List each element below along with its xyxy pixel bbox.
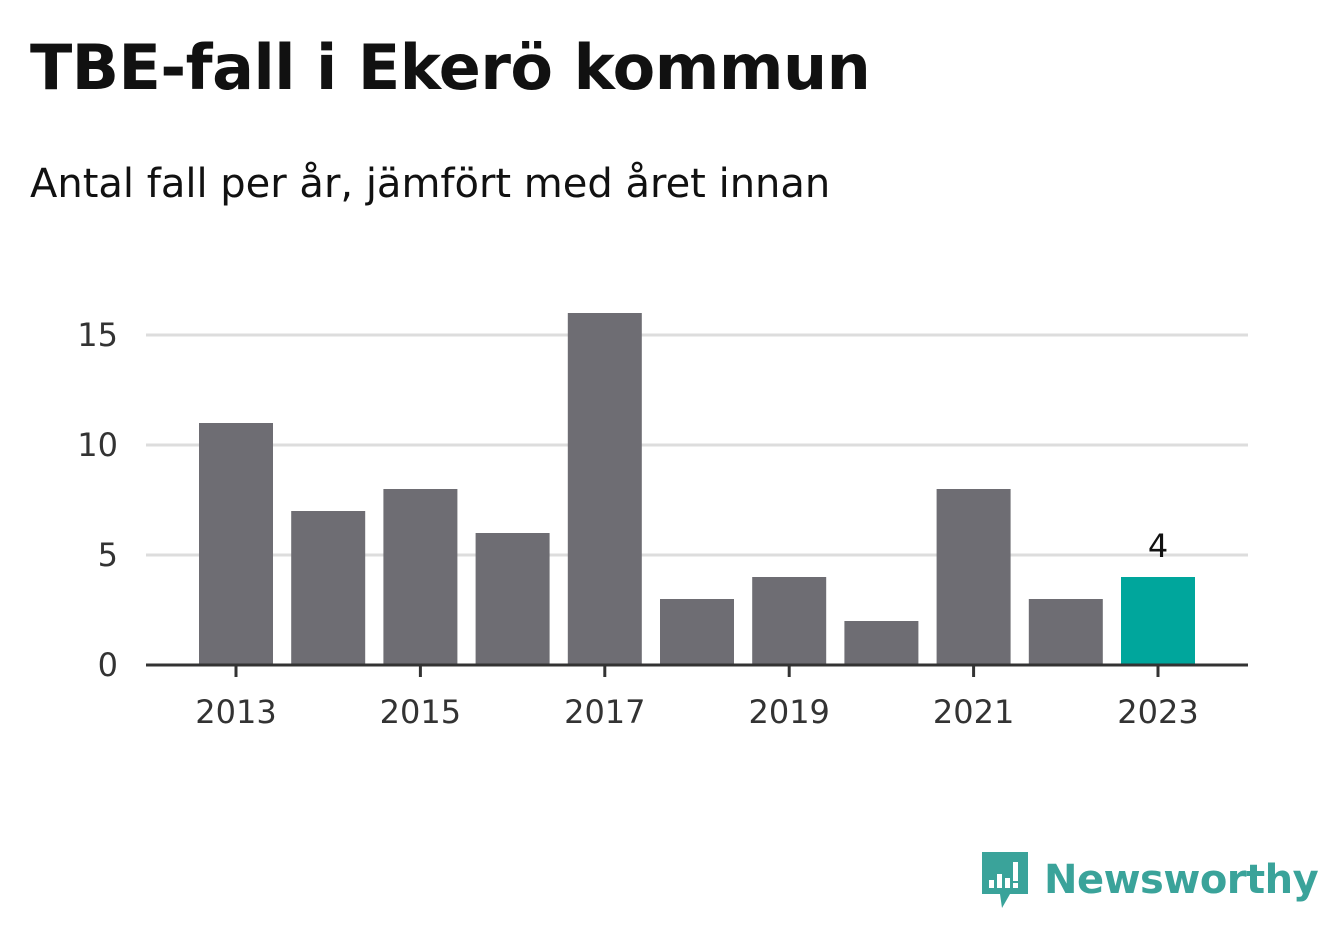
bar-2023 bbox=[1121, 577, 1195, 665]
x-tick-label-2023: 2023 bbox=[1117, 693, 1198, 731]
bar-2018 bbox=[660, 599, 734, 665]
data-label-2023: 4 bbox=[1148, 527, 1168, 565]
newsworthy-brand: Newsworthy bbox=[980, 850, 1319, 910]
y-tick-label-0: 0 bbox=[98, 646, 118, 684]
bars bbox=[199, 313, 1195, 665]
labels: 0 5 10 15 2013 2015 2017 2019 2021 2023 4 bbox=[77, 316, 1198, 731]
x-tick-label-2015: 2015 bbox=[380, 693, 461, 731]
x-tick-label-2021: 2021 bbox=[933, 693, 1014, 731]
newsworthy-logo-icon bbox=[982, 852, 1028, 908]
bar-2019 bbox=[752, 577, 827, 665]
bar-2013 bbox=[199, 423, 273, 665]
brand-name: Newsworthy bbox=[1044, 857, 1319, 903]
bar-2020 bbox=[844, 621, 919, 665]
y-tick-label-15: 15 bbox=[77, 316, 118, 354]
bar-2014 bbox=[291, 511, 366, 665]
chart-subtitle: Antal fall per år, jämfört med året inna… bbox=[30, 161, 831, 207]
bar-2016 bbox=[475, 533, 550, 665]
bar-2017 bbox=[567, 313, 642, 665]
bar-2015 bbox=[383, 489, 458, 665]
y-tick-label-10: 10 bbox=[77, 426, 118, 464]
x-tick-label-2013: 2013 bbox=[195, 693, 276, 731]
bar-2022 bbox=[1028, 599, 1103, 665]
y-tick-label-5: 5 bbox=[98, 536, 118, 574]
axes bbox=[146, 663, 1248, 677]
chart-title: TBE-fall i Ekerö kommun bbox=[30, 31, 871, 104]
x-tick-label-2017: 2017 bbox=[564, 693, 645, 731]
x-tick-label-2019: 2019 bbox=[748, 693, 829, 731]
bar-2021 bbox=[936, 489, 1011, 665]
